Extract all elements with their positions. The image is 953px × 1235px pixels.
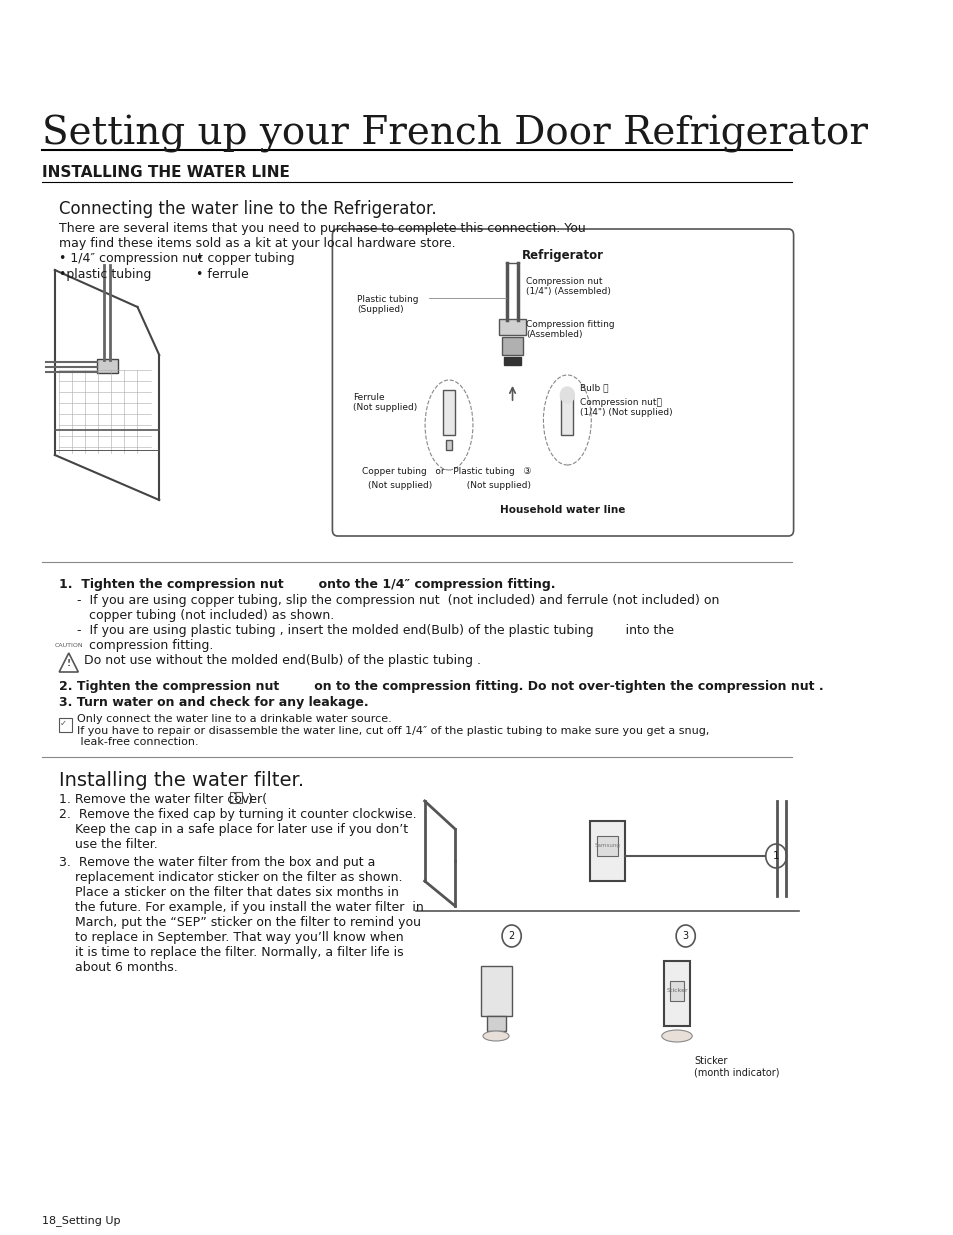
Text: Installing the water filter.: Installing the water filter. [59,771,304,790]
Bar [480,966,511,1016]
Bar [597,836,618,856]
Bar [503,357,520,366]
Text: • copper tubing: • copper tubing [195,252,294,266]
Text: Setting up your French Door Refrigerator: Setting up your French Door Refrigerator [42,115,867,153]
Text: ✓: ✓ [60,719,67,727]
Text: !: ! [67,658,71,667]
Text: Bulb Ⓑ: Bulb Ⓑ [579,383,608,391]
Text: 3. Turn water on and check for any leakage.: 3. Turn water on and check for any leaka… [59,697,369,709]
Text: Refrigerator: Refrigerator [521,249,603,262]
Text: 2. Tighten the compression nut        on to the compression fitting. Do not over: 2. Tighten the compression nut on to the… [59,680,823,693]
Text: CAUTION: CAUTION [54,643,83,648]
Text: Sticker: Sticker [665,988,687,993]
Text: 3: 3 [682,931,688,941]
Text: • ferrule: • ferrule [195,268,249,282]
Bar [669,981,683,1002]
Text: 1.  Tighten the compression nut        onto the 1/4″ compression fitting.: 1. Tighten the compression nut onto the … [59,578,555,592]
Ellipse shape [661,1030,692,1042]
Text: Sticker
(month indicator): Sticker (month indicator) [694,1056,780,1078]
Text: Ferrule
(Not supplied): Ferrule (Not supplied) [353,393,417,412]
Text: leak-free connection.: leak-free connection. [76,737,198,747]
Text: Compression fitting
(Assembled): Compression fitting (Assembled) [526,320,615,340]
Text: -  If you are using copper tubing, slip the compression nut  (not included) and : - If you are using copper tubing, slip t… [65,594,719,622]
Text: Household water line: Household water line [499,505,625,515]
Text: 18_Setting Up: 18_Setting Up [42,1215,120,1226]
FancyBboxPatch shape [332,228,793,536]
Bar [97,359,118,373]
Text: Copper tubing   or   Plastic tubing   ③: Copper tubing or Plastic tubing ③ [361,467,531,475]
Text: 1: 1 [233,793,238,802]
Text: If you have to repair or disassemble the water line, cut off 1/4″ of the plastic: If you have to repair or disassemble the… [76,726,708,736]
Bar [445,440,452,450]
Text: Plastic tubing
(Supplied): Plastic tubing (Supplied) [356,295,417,315]
Bar [442,390,455,435]
Text: ): ) [243,793,253,806]
Text: -  If you are using plastic tubing , insert the molded end(Bulb) of the plastic : - If you are using plastic tubing , inse… [65,624,674,652]
Text: Only connect the water line to a drinkable water source.: Only connect the water line to a drinkab… [76,714,391,724]
Text: • 1/4″ compression nut: • 1/4″ compression nut [59,252,203,266]
Text: There are several items that you need to purchase to complete this connection. Y: There are several items that you need to… [59,222,585,249]
Text: 3.  Remove the water filter from the box and put a
    replacement indicator sti: 3. Remove the water filter from the box … [59,856,423,974]
Text: Samsung: Samsung [594,844,619,848]
Text: 1. Remove the water filter cover(: 1. Remove the water filter cover( [59,793,271,806]
Text: Do not use without the molded end(Bulb) of the plastic tubing .: Do not use without the molded end(Bulb) … [84,655,480,667]
Circle shape [559,387,574,403]
Text: 2.  Remove the fixed cap by turning it counter clockwise.
    Keep the cap in a : 2. Remove the fixed cap by turning it co… [59,808,416,851]
Bar [560,395,573,435]
Bar [487,1016,506,1031]
Bar [663,961,689,1026]
Bar [230,792,242,803]
Text: (Not supplied)            (Not supplied): (Not supplied) (Not supplied) [368,480,531,490]
Text: Compression nutⒷ
(1/4") (Not supplied): Compression nutⒷ (1/4") (Not supplied) [579,398,672,417]
Bar [589,821,624,881]
Ellipse shape [482,1031,509,1041]
Text: Connecting the water line to the Refrigerator.: Connecting the water line to the Refrige… [59,200,436,219]
Bar [59,718,72,732]
Text: •plastic tubing: •plastic tubing [59,268,152,282]
Text: 1: 1 [772,851,779,861]
Bar [498,319,526,335]
Text: INSTALLING THE WATER LINE: INSTALLING THE WATER LINE [42,165,290,180]
Bar [501,337,522,354]
Text: 2: 2 [508,931,515,941]
Text: Compression nut
(1/4") (Assembled): Compression nut (1/4") (Assembled) [526,277,611,296]
